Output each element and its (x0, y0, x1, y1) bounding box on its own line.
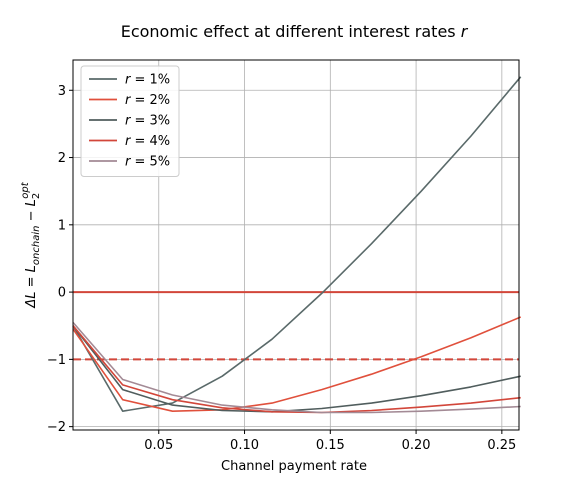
legend: r = 1% r = 2% r = 3% r = 4% r = 5% (80, 65, 180, 177)
y-axis-label: ΔL = Lonchain − L2opt (20, 181, 42, 308)
series-line-1 (72, 76, 522, 413)
legend-label-5: r = 5% (125, 155, 170, 170)
series-line-5 (72, 321, 521, 414)
legend-label-2: r = 2% (125, 93, 170, 108)
series-line-3 (72, 325, 521, 413)
legend-label-1: r = 1% (125, 73, 170, 88)
y-tick-label-5: 3 (58, 84, 66, 99)
series-lines (72, 76, 522, 414)
x-axis-label: Channel payment rate (221, 459, 367, 474)
reference-lines (73, 291, 519, 361)
y-axis-ticks: −2 −1 0 1 2 3 (47, 84, 73, 435)
x-tick-label-0: 0.05 (144, 438, 173, 453)
y-tick-label-4: 2 (58, 151, 66, 166)
legend-label-4: r = 4% (125, 134, 170, 149)
chart-title-text: Economic effect at different interest ra… (121, 22, 461, 41)
plot-frame (72, 59, 520, 431)
chart-title: Economic effect at different interest ra… (121, 22, 469, 41)
legend-label-3: r = 3% (125, 114, 170, 129)
series-line-4 (72, 325, 521, 414)
series-line-2 (72, 316, 522, 413)
x-tick-label-3: 0.20 (402, 438, 431, 453)
y-axis-label-text: ΔL = Lonchain − L2opt (20, 181, 42, 308)
y-tick-label-0: −2 (47, 420, 66, 435)
y-tick-label-2: 0 (58, 286, 66, 301)
x-axis-ticks: 0.05 0.10 0.15 0.20 0.25 (144, 430, 516, 453)
x-tick-label-2: 0.15 (316, 438, 345, 453)
chart-title-variable: r (461, 22, 469, 41)
x-tick-label-1: 0.10 (230, 438, 259, 453)
y-tick-label-3: 1 (58, 218, 66, 233)
legend-box (80, 65, 180, 177)
y-tick-label-1: −1 (47, 353, 66, 368)
x-tick-label-4: 0.25 (487, 438, 516, 453)
